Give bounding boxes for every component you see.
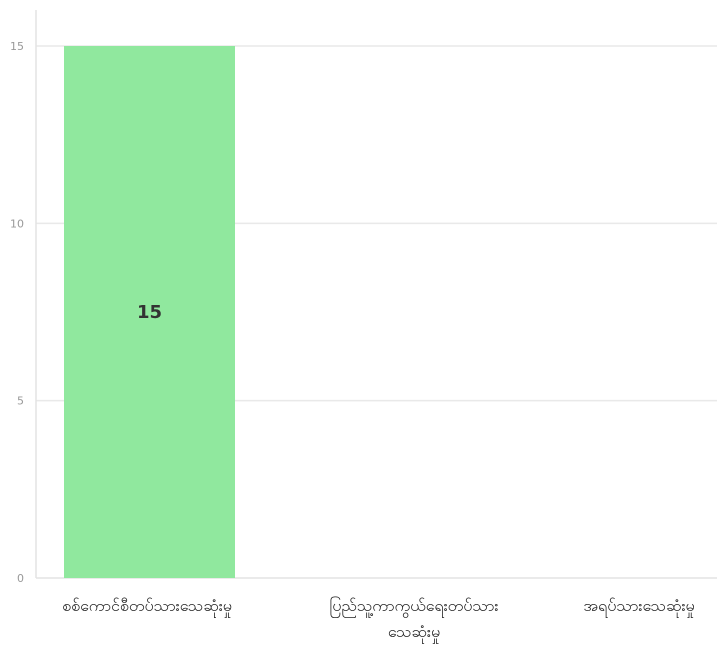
bar-data-label: 15 [137, 302, 162, 323]
x-category-label: သေဆုံးမှု [388, 622, 440, 644]
x-category-label: အရပ်သားသေဆုံးမှု [583, 596, 694, 618]
x-category-label: စစ်ကောင်စီတပ်သားသေဆုံးမှု [62, 596, 232, 618]
y-tick-label: 0 [17, 572, 24, 585]
bars [64, 46, 235, 578]
y-tick-label: 5 [17, 395, 24, 408]
x-category-label: ပြည်သူ့ကာကွယ်ရေးတပ်သား [330, 596, 499, 618]
y-tick-label: 15 [10, 40, 24, 53]
y-tick-label: 10 [10, 217, 24, 230]
bar [64, 46, 235, 578]
labels: 0 5 10 15 15 စစ်ကောင်စီတပ်သားသေဆုံးမှု ပြည်သူ့… [10, 40, 695, 644]
